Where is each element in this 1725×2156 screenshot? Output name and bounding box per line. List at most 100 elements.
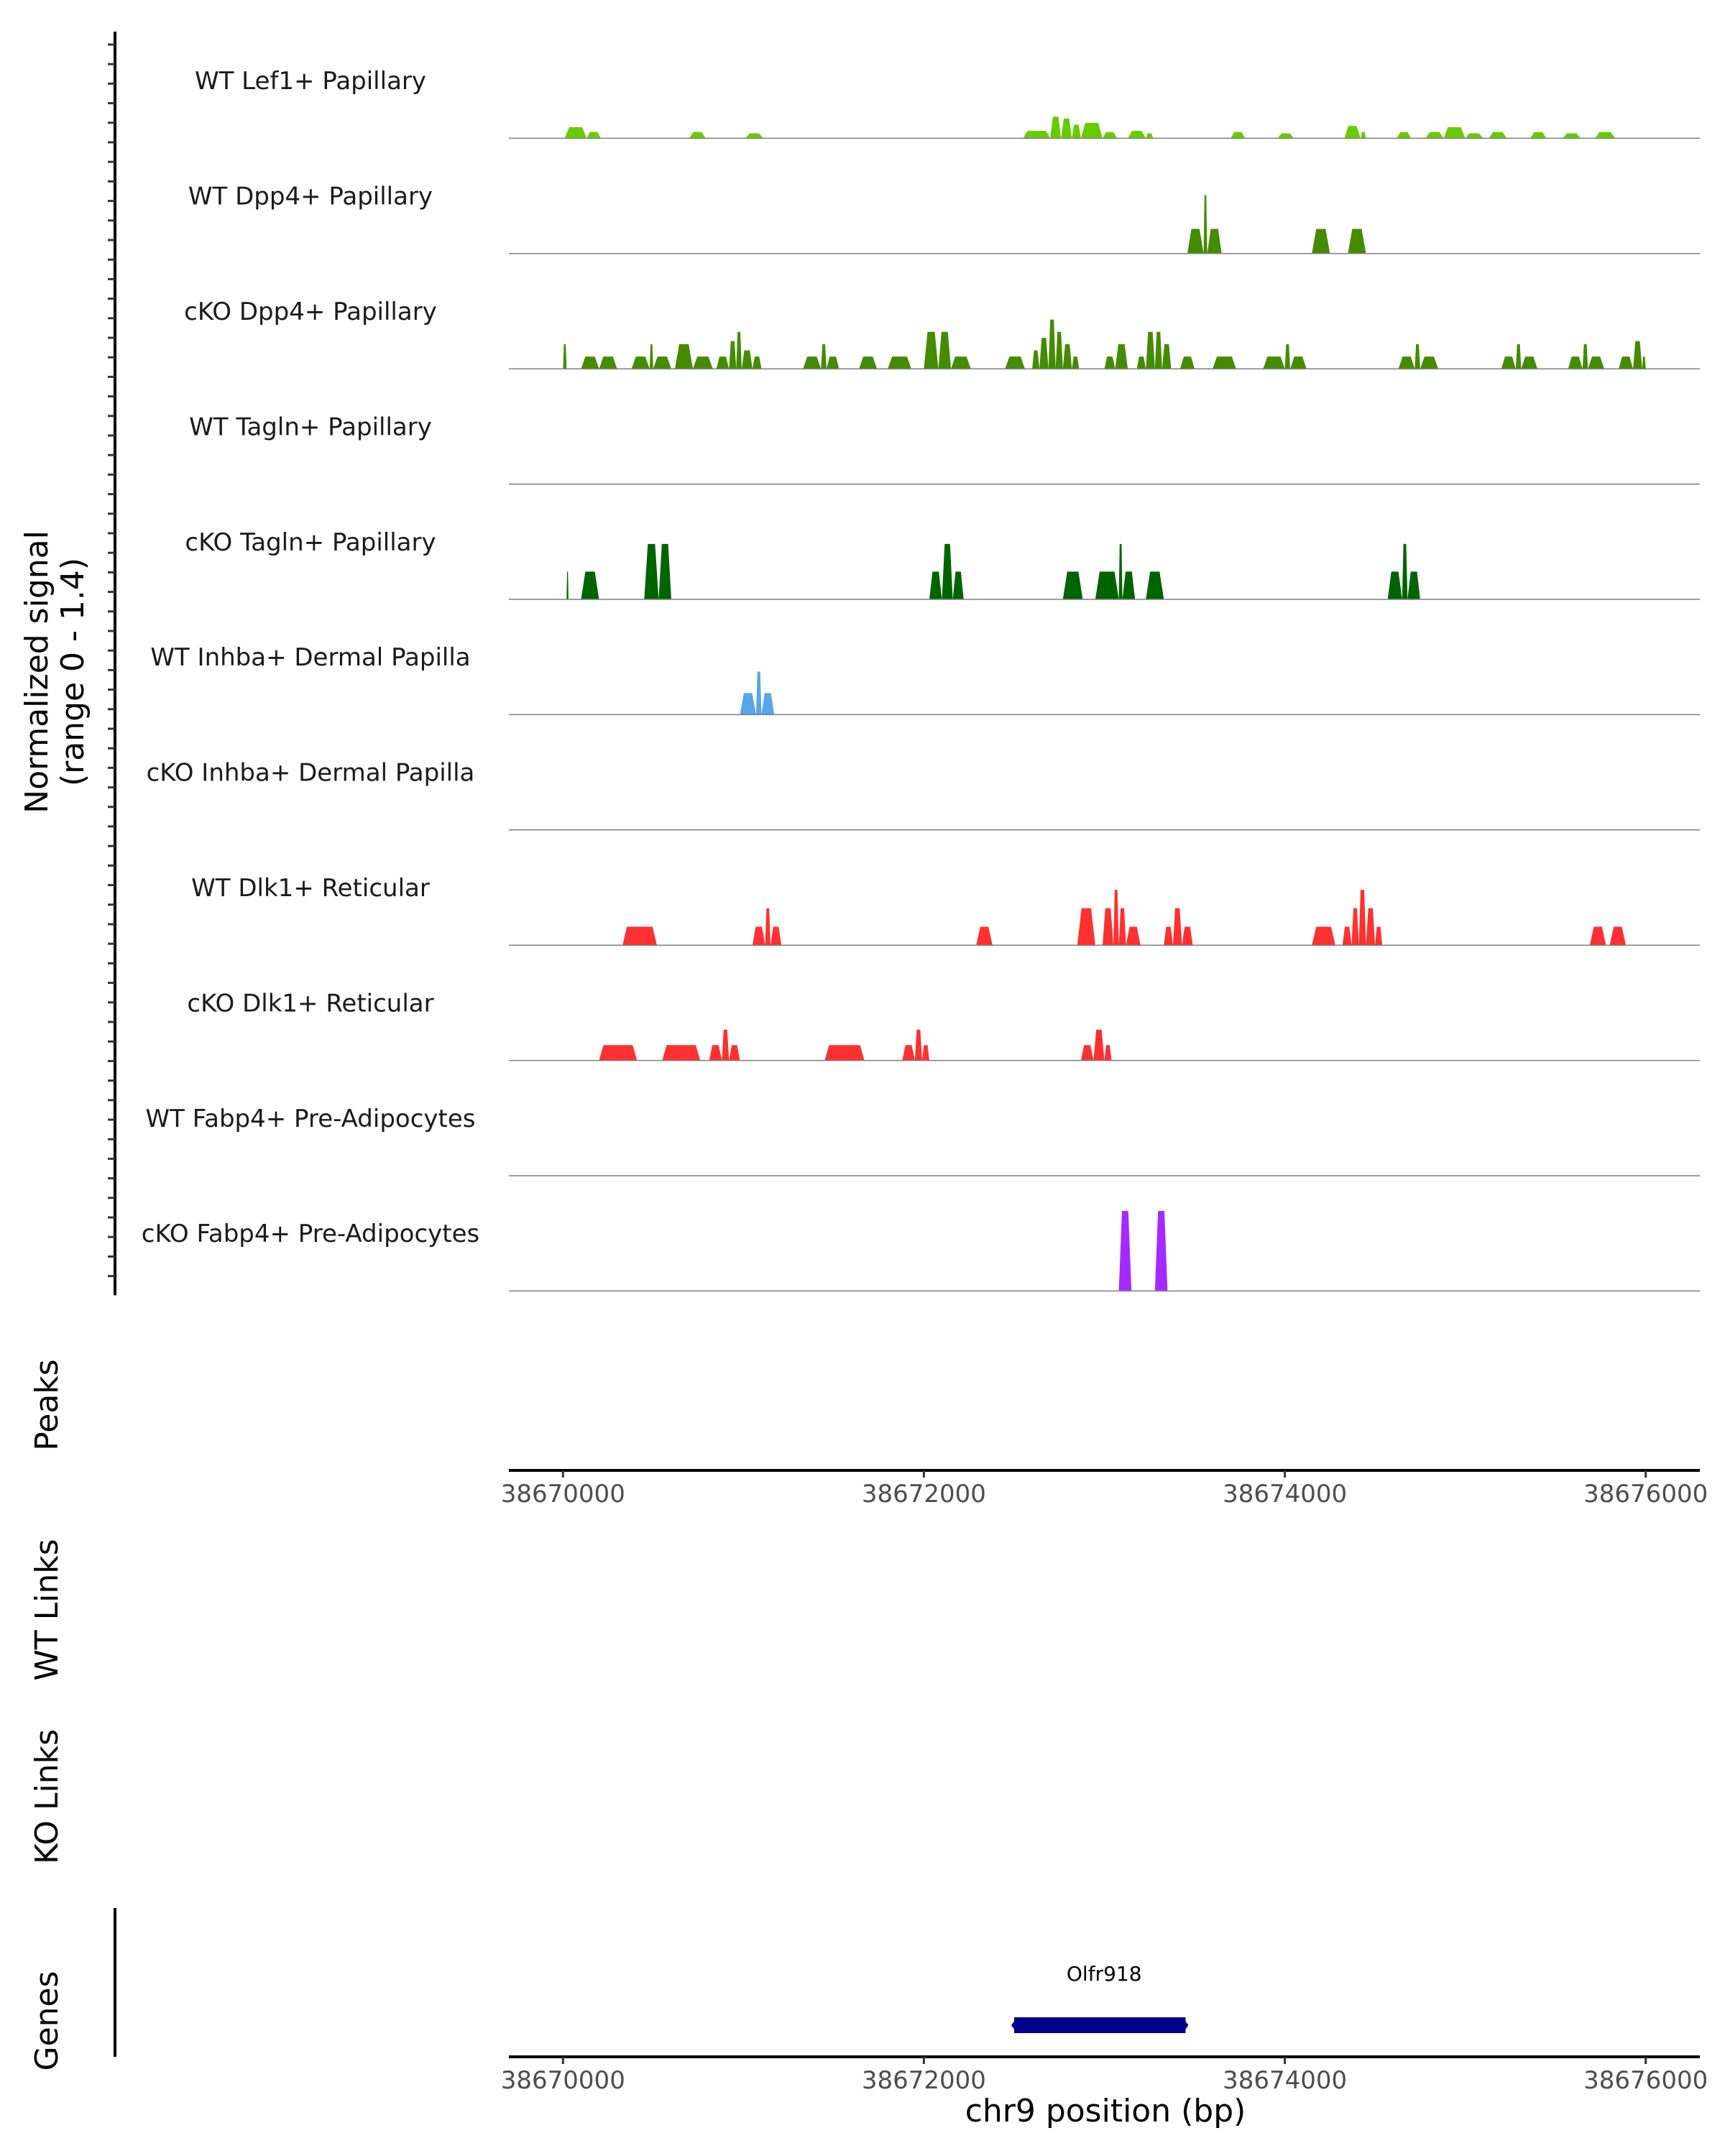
coverage-peak [586, 132, 601, 139]
coverage-peak [1342, 926, 1352, 946]
x-axis-top: 38670000 38672000 38674000 38676000 [501, 1469, 1708, 1508]
gene-end-right [1182, 2017, 1189, 2033]
coverage-peak [1118, 543, 1123, 599]
coverage-peak [765, 908, 770, 946]
track-wt-lef1-papillary: WT Lef1+ Papillary [195, 67, 1700, 139]
coverage-peak [1093, 1029, 1105, 1061]
coverage-peak [1375, 926, 1383, 946]
coverage-peak [1154, 1211, 1168, 1291]
coverage-peak [1055, 331, 1063, 369]
track-wt-inhba-dermal-papilla: WT Inhba+ Dermal Papilla [150, 643, 1700, 716]
track-cko-inhba-dermal-papilla: cKO Inhba+ Dermal Papilla [147, 759, 1700, 831]
coverage-peak [1039, 338, 1049, 369]
coverage-peak [770, 926, 782, 946]
track-label: cKO Dlk1+ Reticular [187, 989, 433, 1018]
coverage-peak [803, 356, 822, 369]
x-axis-bottom: 38670000 38672000 38674000 38676000 [501, 2055, 1708, 2095]
coverage-peak [821, 344, 827, 369]
coverage-peak [1568, 356, 1583, 369]
coverage-peak [729, 341, 737, 369]
coverage-peak [1095, 571, 1119, 599]
track-label: WT Dpp4+ Papillary [188, 183, 433, 211]
coverage-peak [1284, 344, 1291, 369]
coverage-peak [976, 926, 993, 946]
wt-links-panel-title: WT Links [29, 1539, 65, 1680]
coverage-peak [1118, 908, 1126, 946]
coverage-peak [1062, 571, 1083, 599]
coverage-peak [1642, 356, 1646, 369]
coverage-peak [752, 926, 765, 946]
coverage-peak [1465, 133, 1484, 139]
coverage-peak [1609, 926, 1627, 946]
coverage-peak [1172, 908, 1182, 946]
coverage-peak [581, 571, 599, 599]
coverage-peak [631, 356, 650, 369]
coverage-peak [1062, 344, 1072, 369]
coverage-peak [1351, 908, 1359, 946]
coverage-peak [1126, 926, 1141, 946]
coverage-peak [1048, 319, 1056, 369]
coverage-peak [1103, 908, 1114, 946]
track-label: WT Fabp4+ Pre-Adipocytes [146, 1105, 476, 1133]
coverage-peak [1136, 356, 1146, 369]
coverage-peak [824, 1045, 865, 1061]
track-label: WT Inhba+ Dermal Papilla [150, 643, 470, 672]
coverage-peak [929, 571, 942, 599]
track-label: cKO Fabp4+ Pre-Adipocytes [142, 1220, 480, 1248]
coverage-peak [662, 1045, 701, 1061]
coverage-peak [1312, 229, 1330, 254]
coverage-peak [1358, 890, 1366, 946]
coverage-peak [1344, 126, 1361, 139]
coverage-peak [1398, 356, 1415, 369]
coverage-peak [1115, 344, 1128, 369]
gene-end-left [1011, 2017, 1017, 2033]
track-wt-dlk1-reticular: WT Dlk1+ Reticular [191, 874, 1700, 946]
coverage-peak [709, 1045, 722, 1061]
coverage-peak [756, 671, 762, 715]
x-axis-bottom-tick-label: 38674000 [1223, 2066, 1347, 2095]
coverage-peak [1061, 119, 1072, 139]
coverage-peak [736, 331, 742, 369]
track-cko-dpp4-papillary: cKO Dpp4+ Papillary [184, 298, 1700, 369]
coverage-peak [1633, 341, 1642, 369]
coverage-peak [649, 344, 653, 369]
track-cko-dlk1-reticular: cKO Dlk1+ Reticular [187, 989, 1700, 1061]
coverage-peak [951, 356, 971, 369]
coverage-peak [1407, 571, 1420, 599]
coverage-peak [826, 356, 840, 369]
x-axis-top-tick-label: 38672000 [862, 1480, 986, 1508]
coverage-peak [1312, 926, 1335, 946]
gene-body [1014, 2017, 1186, 2033]
coverage-peak [1203, 195, 1208, 254]
coverage-peak [566, 571, 569, 599]
coverage-peak [1162, 344, 1172, 369]
coverage-peak [1104, 356, 1116, 369]
track-label: WT Dlk1+ Reticular [191, 874, 430, 903]
coverage-peak [1118, 1211, 1132, 1291]
coverage-peak [938, 331, 952, 369]
coverage-peak [581, 356, 599, 369]
coverage-peak [924, 331, 939, 369]
coverage-peak [1387, 571, 1402, 599]
coverage-peak [658, 543, 671, 599]
coverage-peak [564, 127, 586, 139]
coverage-peak [1187, 229, 1204, 254]
coverage-peak [1128, 131, 1146, 139]
coverage-peak [693, 356, 713, 369]
coverage-peak [1425, 132, 1444, 139]
coverage-peak [1146, 331, 1155, 369]
coverage-peak [1213, 356, 1236, 369]
track-wt-tagln-papillary: WT Tagln+ Papillary [189, 413, 1700, 485]
x-axis-top-tick-label: 38674000 [1223, 1480, 1347, 1508]
coverage-peak [1277, 133, 1294, 139]
coverage-peak [952, 571, 964, 599]
x-axis-title: chr9 position (bp) [965, 2093, 1246, 2129]
coverage-peak [761, 693, 775, 715]
coverage-peak [741, 350, 753, 369]
coverage-y-axis-title-line2: (range 0 - 1.4) [55, 558, 91, 786]
coverage-peak [622, 926, 657, 946]
track-label: WT Lef1+ Papillary [195, 67, 426, 96]
coverage-peak [1588, 356, 1604, 369]
coverage-peak [563, 344, 567, 369]
x-axis-bottom-tick-label: 38676000 [1583, 2066, 1708, 2095]
